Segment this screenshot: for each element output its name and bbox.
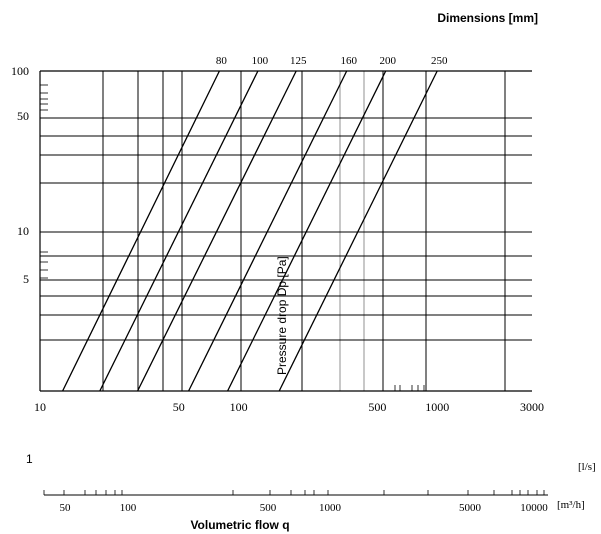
x-tick-label: 100 xyxy=(230,400,248,414)
series-line-250 xyxy=(278,70,438,392)
x-tick-label: 1000 xyxy=(425,400,449,414)
series-line-200 xyxy=(227,70,387,392)
y-tick-bottom: 1 xyxy=(26,452,33,466)
series-label-160: 160 xyxy=(340,55,357,67)
series-label-100: 100 xyxy=(252,55,269,67)
series-label-250: 250 xyxy=(431,55,448,67)
secondary-axis-label: 50 xyxy=(60,502,72,514)
y-tick-label: 10 xyxy=(17,224,29,238)
plot-frame xyxy=(39,70,532,392)
series-line-125 xyxy=(137,70,297,392)
chart-title: Dimensions [mm] xyxy=(437,11,538,25)
y-tick-label: 5 xyxy=(23,272,29,286)
x-tick-label: 3000 xyxy=(520,400,544,414)
y-tick-label: 50 xyxy=(17,109,29,123)
y-axis-label: Pressure drop Dp [Pa] xyxy=(275,256,289,375)
axis-minor-ticks xyxy=(40,84,425,391)
series-label-80: 80 xyxy=(216,55,228,67)
x-unit-primary: [l/s] xyxy=(578,461,596,473)
secondary-axis: 50 100 500 1000 5000 10000 xyxy=(43,490,548,514)
secondary-axis-label: 1000 xyxy=(319,502,342,514)
x-axis-label: Volumetric flow q xyxy=(190,518,289,532)
secondary-axis-label: 5000 xyxy=(459,502,482,514)
series-line-80 xyxy=(62,70,220,392)
series-label-125: 125 xyxy=(290,55,307,67)
series-line-100 xyxy=(99,70,259,392)
x-unit-secondary: [m³/h] xyxy=(557,499,585,511)
series-lines xyxy=(62,70,438,392)
x-tick-label: 500 xyxy=(368,400,386,414)
secondary-axis-label: 500 xyxy=(260,502,277,514)
series-label-200: 200 xyxy=(379,55,396,67)
series-line-160 xyxy=(188,70,348,392)
secondary-axis-label: 10000 xyxy=(520,502,548,514)
y-tick-label: 100 xyxy=(11,64,29,78)
chart-grid xyxy=(40,71,532,391)
x-tick-label: 10 xyxy=(34,400,46,414)
secondary-axis-label: 100 xyxy=(120,502,137,514)
y-axis-label-text: Pressure drop Dp [Pa] xyxy=(275,256,289,375)
chart-labels: 80 100 125 160 200 250 10 50 100 500 1000 3000 10 5 10… xyxy=(11,55,544,414)
x-tick-label: 50 xyxy=(173,400,185,414)
